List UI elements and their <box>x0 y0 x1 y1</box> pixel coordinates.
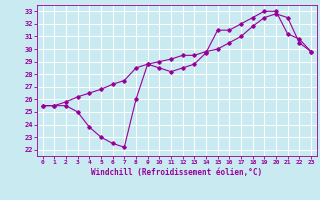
X-axis label: Windchill (Refroidissement éolien,°C): Windchill (Refroidissement éolien,°C) <box>91 168 262 177</box>
